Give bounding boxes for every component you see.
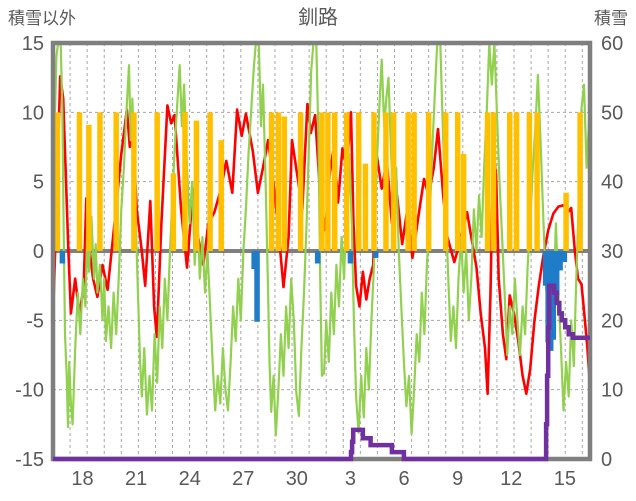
y-axis-left-tick-label: 5	[33, 172, 44, 194]
series-layer	[53, 43, 590, 437]
y-axis-left-tick-label: -5	[26, 310, 44, 332]
left-axis-title: 積雪以外	[8, 9, 76, 28]
y-axis-right-tick-label: 60	[601, 33, 623, 55]
right-axis-title: 積雪	[594, 9, 628, 28]
x-axis-tick-label: 3	[345, 468, 356, 490]
y-axis-left-tick-label: 15	[22, 33, 44, 55]
x-axis-tick-label: 24	[179, 468, 201, 490]
snow-depth-layer	[53, 283, 590, 462]
x-axis-tick-label: 21	[125, 468, 147, 490]
y-axis-right-tick-label: 20	[601, 310, 623, 332]
chart-title: 釧路	[298, 6, 338, 29]
y-axis-left-tick-label: 10	[22, 102, 44, 124]
x-axis-tick-label: 12	[500, 468, 522, 490]
y-axis-right-tick-label: 10	[601, 380, 623, 402]
x-axis-tick-label: 9	[452, 468, 463, 490]
x-axis-tick-label: 6	[398, 468, 409, 490]
green-line-series	[53, 43, 590, 437]
y-axis-right-tick-label: 30	[601, 241, 623, 263]
y-axis-left-tick-label: -15	[15, 449, 44, 471]
x-axis-tick-label: 27	[232, 468, 254, 490]
y-axis-right-tick-label: 40	[601, 172, 623, 194]
y-axis-left-tick-label: 0	[33, 241, 44, 263]
x-axis-tick-label: 15	[554, 468, 576, 490]
x-axis-tick-label: 18	[71, 468, 93, 490]
purple-step-line-series	[53, 283, 590, 462]
x-axis-tick-label: 30	[286, 468, 308, 490]
y-axis-left-tick-label: -10	[15, 380, 44, 402]
y-axis-right-tick-label: 50	[601, 102, 623, 124]
y-axis-right-tick-label: 0	[601, 449, 612, 471]
